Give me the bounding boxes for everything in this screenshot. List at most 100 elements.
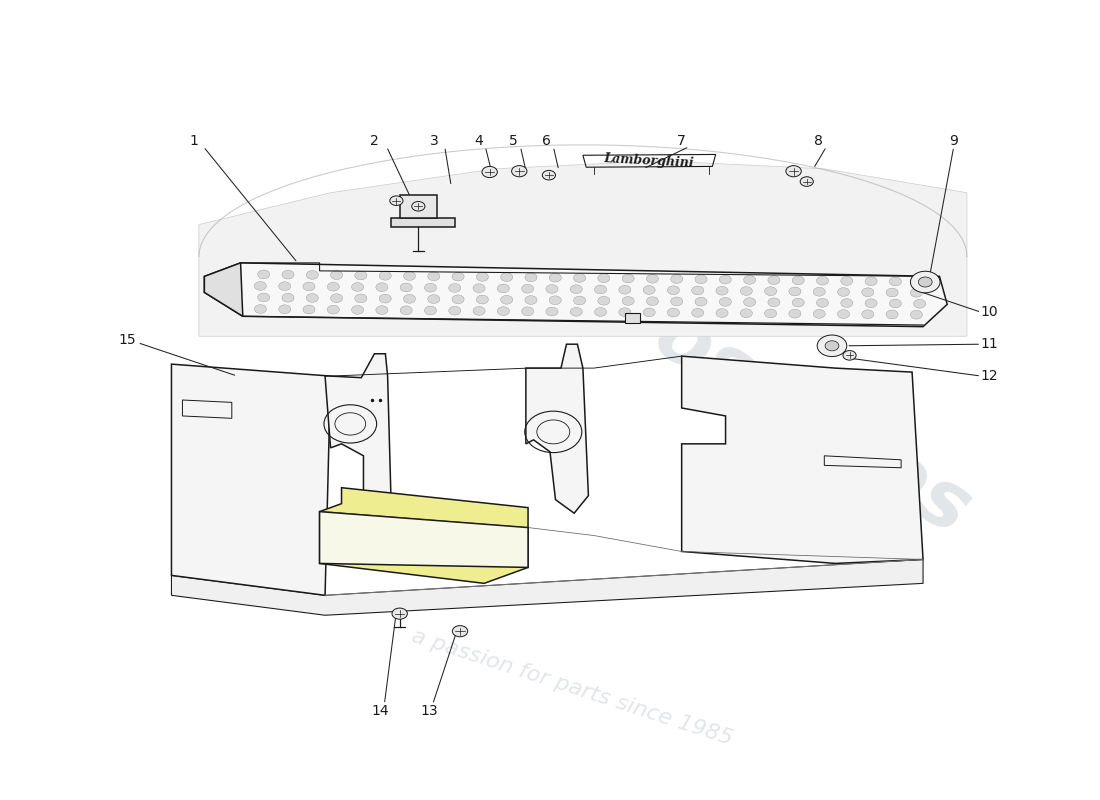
Circle shape — [716, 286, 728, 295]
Circle shape — [890, 299, 901, 308]
Circle shape — [861, 310, 873, 318]
Circle shape — [452, 272, 464, 281]
Circle shape — [428, 294, 440, 303]
Circle shape — [911, 288, 923, 297]
Text: Lamborghini: Lamborghini — [603, 152, 694, 170]
Circle shape — [379, 294, 392, 303]
Polygon shape — [199, 161, 967, 336]
Circle shape — [918, 277, 932, 287]
Circle shape — [623, 274, 635, 283]
Circle shape — [789, 287, 801, 296]
Polygon shape — [390, 218, 454, 227]
Circle shape — [449, 306, 461, 315]
Circle shape — [500, 295, 513, 304]
Circle shape — [623, 297, 635, 306]
Text: 3: 3 — [430, 134, 439, 148]
Circle shape — [764, 309, 777, 318]
Circle shape — [497, 306, 509, 315]
Polygon shape — [682, 356, 923, 563]
Circle shape — [331, 271, 342, 279]
Circle shape — [328, 306, 339, 314]
Circle shape — [355, 271, 367, 280]
Polygon shape — [320, 488, 528, 583]
Circle shape — [719, 298, 732, 306]
Circle shape — [573, 296, 585, 305]
Text: 8: 8 — [814, 134, 823, 148]
Circle shape — [817, 335, 847, 357]
Circle shape — [740, 286, 752, 295]
Circle shape — [594, 307, 606, 316]
Circle shape — [331, 294, 342, 302]
Circle shape — [546, 285, 558, 294]
Polygon shape — [526, 344, 588, 514]
Polygon shape — [205, 263, 243, 316]
Circle shape — [695, 275, 707, 284]
Circle shape — [619, 286, 631, 294]
Circle shape — [254, 282, 266, 290]
Circle shape — [768, 298, 780, 306]
Circle shape — [257, 270, 270, 278]
Circle shape — [521, 284, 534, 293]
Circle shape — [570, 285, 582, 294]
Circle shape — [476, 273, 488, 282]
Text: 10: 10 — [980, 306, 998, 319]
Circle shape — [257, 293, 270, 302]
Circle shape — [379, 271, 392, 280]
Text: 9: 9 — [949, 134, 958, 148]
Circle shape — [400, 283, 412, 292]
Polygon shape — [625, 313, 640, 323]
Circle shape — [570, 307, 582, 316]
Text: 7: 7 — [678, 134, 686, 148]
Circle shape — [647, 297, 659, 306]
Circle shape — [376, 306, 388, 314]
Circle shape — [306, 270, 318, 279]
Circle shape — [837, 288, 849, 296]
Circle shape — [695, 298, 707, 306]
Circle shape — [546, 307, 558, 316]
Circle shape — [376, 283, 388, 291]
Circle shape — [865, 277, 877, 286]
Circle shape — [306, 294, 318, 302]
Circle shape — [278, 282, 290, 290]
Circle shape — [476, 295, 488, 304]
Circle shape — [840, 277, 852, 286]
Circle shape — [840, 298, 852, 307]
Circle shape — [816, 298, 828, 307]
Circle shape — [789, 310, 801, 318]
Circle shape — [843, 350, 856, 360]
Circle shape — [668, 308, 680, 317]
Circle shape — [525, 273, 537, 282]
Circle shape — [425, 306, 437, 315]
Circle shape — [813, 287, 825, 296]
Circle shape — [302, 282, 315, 291]
Circle shape — [887, 288, 898, 297]
Polygon shape — [399, 195, 437, 218]
Circle shape — [497, 284, 509, 293]
Circle shape — [865, 299, 877, 308]
Text: eurospares: eurospares — [512, 216, 984, 552]
Text: 2: 2 — [370, 134, 378, 148]
Circle shape — [744, 298, 756, 306]
Circle shape — [816, 276, 828, 285]
Circle shape — [404, 294, 416, 303]
Text: 4: 4 — [474, 134, 483, 148]
Circle shape — [521, 307, 534, 316]
Circle shape — [549, 296, 561, 305]
Circle shape — [837, 310, 849, 318]
Text: 1: 1 — [189, 134, 198, 148]
Circle shape — [278, 305, 290, 314]
Text: a passion for parts since 1985: a passion for parts since 1985 — [409, 626, 735, 749]
Circle shape — [500, 273, 513, 282]
Circle shape — [282, 270, 294, 279]
Circle shape — [813, 310, 825, 318]
Circle shape — [525, 296, 537, 305]
Circle shape — [392, 608, 407, 619]
Circle shape — [425, 283, 437, 292]
Circle shape — [800, 177, 813, 186]
Circle shape — [594, 285, 606, 294]
Circle shape — [716, 309, 728, 318]
Circle shape — [792, 298, 804, 307]
Circle shape — [861, 288, 873, 297]
Circle shape — [825, 341, 839, 351]
Circle shape — [282, 294, 294, 302]
